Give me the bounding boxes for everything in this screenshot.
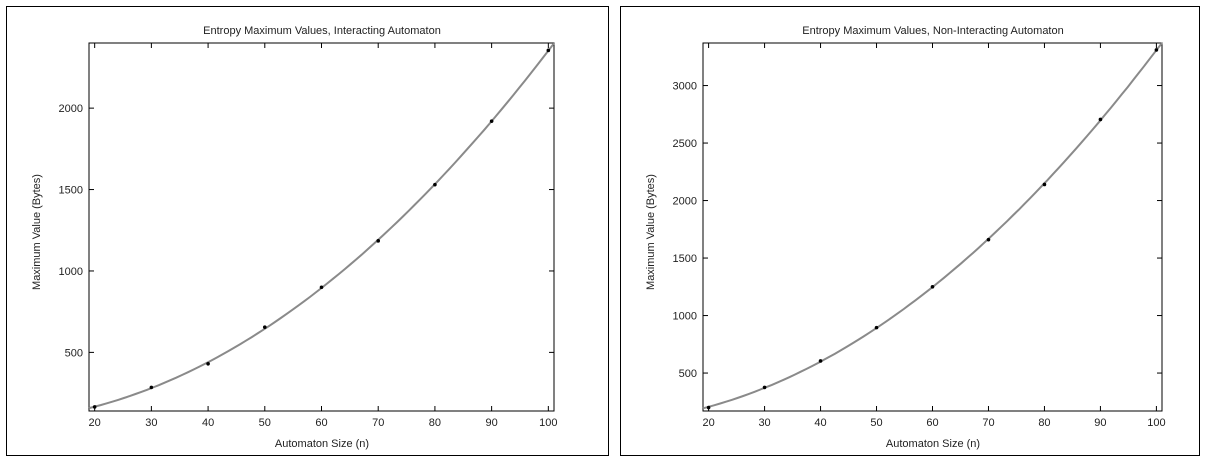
chart-title: Entropy Maximum Values, Non-Interacting … xyxy=(802,25,1063,37)
x-tick-label: 70 xyxy=(372,417,384,429)
y-tick-label: 1500 xyxy=(59,185,83,197)
x-tick-label: 20 xyxy=(702,417,714,429)
fit-curve xyxy=(702,42,1163,410)
x-tick-label: 60 xyxy=(315,417,327,429)
data-point xyxy=(1098,117,1103,122)
x-tick-label: 20 xyxy=(89,417,101,429)
x-tick-label: 30 xyxy=(758,417,770,429)
data-point xyxy=(376,239,381,243)
data-point xyxy=(92,405,97,409)
plot-area xyxy=(88,42,555,412)
x-tick-label: 70 xyxy=(982,417,994,429)
x-tick-label: 80 xyxy=(1038,417,1050,429)
data-point xyxy=(546,48,551,53)
x-tick-label: 100 xyxy=(539,417,557,429)
data-point xyxy=(433,182,437,187)
data-point xyxy=(149,385,154,390)
x-tick-label: 60 xyxy=(926,417,938,429)
chart-interacting: Entropy Maximum Values, Interacting Auto… xyxy=(31,25,558,450)
x-tick-label: 50 xyxy=(259,417,271,429)
y-tick-label: 500 xyxy=(65,347,83,359)
x-tick-label: 100 xyxy=(1147,417,1165,429)
data-point xyxy=(489,119,494,123)
data-point xyxy=(262,325,267,329)
x-tick-label: 40 xyxy=(202,417,214,429)
data-point xyxy=(986,237,991,242)
y-tick-label: 2000 xyxy=(59,103,83,115)
chart-non-interacting: Entropy Maximum Values, Non-Interacting … xyxy=(645,25,1166,450)
data-point xyxy=(874,325,879,330)
data-point xyxy=(1042,182,1047,187)
y-axis-label: Maximum Value (Bytes) xyxy=(645,174,657,290)
y-tick-label: 2000 xyxy=(673,196,697,208)
x-tick-label: 90 xyxy=(485,417,497,429)
y-tick-label: 3000 xyxy=(673,81,697,93)
data-point xyxy=(1154,48,1159,52)
y-tick-label: 1000 xyxy=(673,311,697,323)
x-tick-label: 50 xyxy=(870,417,882,429)
data-point xyxy=(930,285,935,289)
y-tick-label: 1500 xyxy=(673,253,697,265)
x-tick-label: 30 xyxy=(145,417,157,429)
x-axis-label: Automaton Size (n) xyxy=(886,438,980,450)
x-tick-label: 40 xyxy=(814,417,826,429)
y-axis-label: Maximum Value (Bytes) xyxy=(31,174,43,290)
data-point xyxy=(319,285,324,290)
data-point xyxy=(818,359,823,363)
x-tick-label: 90 xyxy=(1094,417,1106,429)
plot-area xyxy=(702,42,1163,412)
data-point xyxy=(706,405,711,410)
y-tick-label: 2500 xyxy=(673,138,697,150)
fit-curve xyxy=(88,42,555,410)
y-tick-label: 500 xyxy=(679,368,697,380)
chart-panel-interacting: Entropy Maximum Values, Interacting Auto… xyxy=(6,6,609,456)
y-tick-label: 1000 xyxy=(59,266,83,278)
chart-title: Entropy Maximum Values, Interacting Auto… xyxy=(203,25,441,37)
data-point xyxy=(206,361,210,366)
x-axis-label: Automaton Size (n) xyxy=(275,438,369,450)
data-point xyxy=(762,385,767,390)
x-tick-label: 80 xyxy=(429,417,441,429)
chart-panel-non-interacting: Entropy Maximum Values, Non-Interacting … xyxy=(620,6,1200,456)
